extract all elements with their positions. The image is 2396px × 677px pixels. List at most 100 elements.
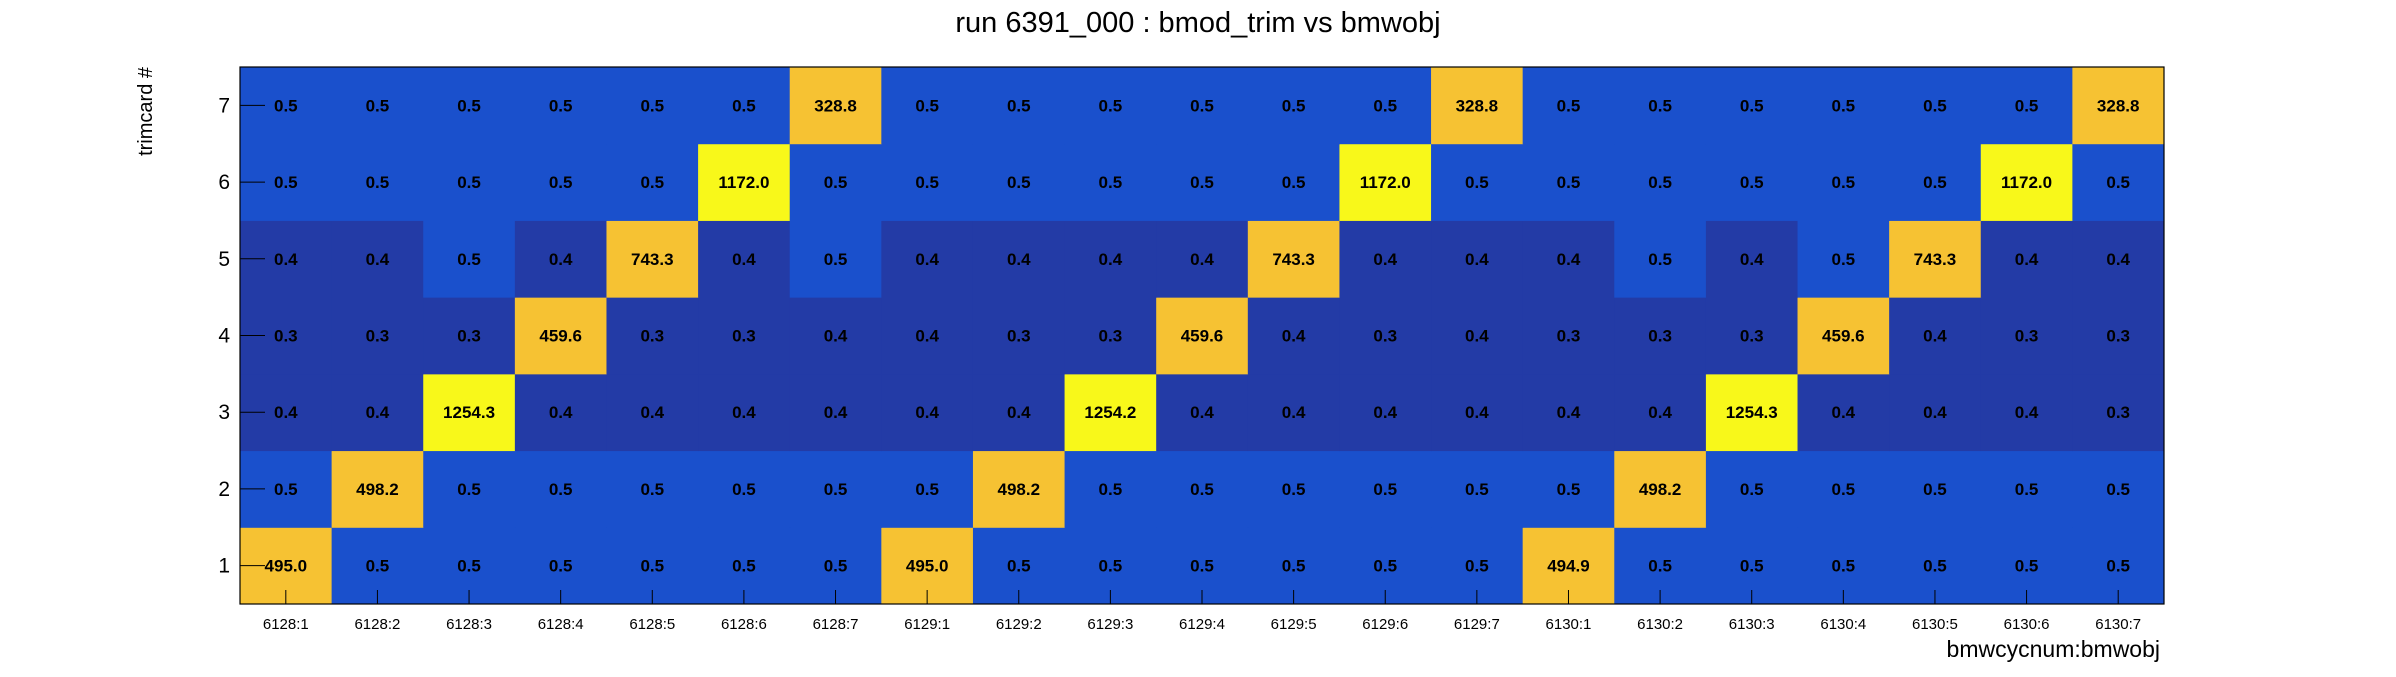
cell-value-label: 0.5 bbox=[915, 96, 939, 115]
cell-value-label: 0.5 bbox=[549, 173, 573, 192]
cell-value-label: 0.3 bbox=[274, 327, 298, 346]
cell-value-label: 0.5 bbox=[640, 480, 664, 499]
heatmap-cell bbox=[1889, 67, 1982, 145]
chart-title: run 6391_000 : bmod_trim vs bmwobj bbox=[955, 7, 1440, 39]
heatmap-cell bbox=[698, 450, 791, 528]
heatmap-cell bbox=[1247, 373, 1340, 452]
heatmap-cell bbox=[1614, 373, 1707, 452]
cell-value-label: 0.5 bbox=[1465, 480, 1489, 499]
heatmap-cell bbox=[1889, 220, 1982, 298]
heatmap-cell bbox=[1339, 450, 1432, 528]
heatmap-cell bbox=[2072, 67, 2165, 145]
cell-value-label: 0.5 bbox=[824, 480, 848, 499]
heatmap-cell bbox=[1614, 297, 1707, 375]
heatmap-cell bbox=[789, 297, 882, 375]
heatmap-cell bbox=[1522, 220, 1615, 298]
heatmap-cell bbox=[1156, 297, 1249, 375]
heatmap-cell bbox=[789, 450, 882, 528]
cell-value-label: 0.3 bbox=[457, 327, 481, 346]
heatmap-cell bbox=[1522, 373, 1615, 452]
cell-value-label: 0.4 bbox=[1648, 403, 1672, 422]
cell-value-label: 494.9 bbox=[1547, 557, 1590, 576]
cell-value-label: 0.5 bbox=[457, 96, 481, 115]
x-tick-label: 6129:6 bbox=[1362, 616, 1408, 633]
cell-value-label: 0.5 bbox=[366, 557, 390, 576]
heatmap-cell bbox=[2072, 220, 2165, 298]
cell-value-label: 0.4 bbox=[1282, 403, 1306, 422]
cell-value-label: 0.5 bbox=[457, 173, 481, 192]
x-tick-label: 6130:1 bbox=[1546, 616, 1592, 633]
heatmap-cell bbox=[423, 67, 516, 145]
heatmap-cell bbox=[1980, 373, 2073, 452]
heatmap-cell bbox=[1980, 450, 2073, 528]
cell-value-label: 1254.3 bbox=[443, 403, 495, 422]
cell-value-label: 0.5 bbox=[1190, 557, 1214, 576]
x-tick-label: 6129:5 bbox=[1271, 616, 1317, 633]
heatmap-cell bbox=[881, 297, 974, 375]
cell-value-label: 0.5 bbox=[457, 557, 481, 576]
cell-value-label: 0.4 bbox=[824, 327, 848, 346]
cell-value-label: 0.4 bbox=[1923, 403, 1947, 422]
cell-value-label: 0.3 bbox=[732, 327, 756, 346]
cell-value-label: 495.0 bbox=[906, 557, 949, 576]
cell-value-label: 743.3 bbox=[1272, 250, 1315, 269]
cell-value-label: 0.5 bbox=[1832, 173, 1856, 192]
heatmap-cell bbox=[1980, 143, 2073, 221]
heatmap-cell bbox=[1156, 220, 1249, 298]
heatmap-cell bbox=[698, 297, 791, 375]
cell-value-label: 0.5 bbox=[1007, 557, 1031, 576]
cell-value-label: 0.4 bbox=[1190, 250, 1214, 269]
cell-value-label: 0.4 bbox=[640, 403, 664, 422]
heatmap-cell bbox=[789, 143, 882, 221]
heatmap-cell bbox=[1431, 373, 1524, 452]
x-tick-label: 6128:6 bbox=[721, 616, 767, 633]
cell-value-label: 0.4 bbox=[732, 403, 756, 422]
heatmap-cell bbox=[514, 450, 607, 528]
cell-value-label: 0.5 bbox=[1099, 173, 1123, 192]
cell-value-label: 1172.0 bbox=[718, 173, 769, 192]
cell-value-label: 0.5 bbox=[824, 250, 848, 269]
heatmap-cell bbox=[1889, 297, 1982, 375]
heatmap-cell bbox=[1156, 450, 1249, 528]
cell-value-label: 0.4 bbox=[1373, 250, 1397, 269]
heatmap-cell bbox=[881, 67, 974, 145]
cell-value-label: 0.4 bbox=[1007, 403, 1031, 422]
heatmap-cell bbox=[1705, 220, 1799, 298]
heatmap-cell bbox=[1064, 220, 1157, 298]
heatmap-cell bbox=[881, 450, 974, 528]
heatmap-cell bbox=[423, 450, 516, 528]
heatmap-cell bbox=[1705, 297, 1799, 375]
x-tick-label: 6129:2 bbox=[996, 616, 1042, 633]
heatmap-cell bbox=[1339, 67, 1432, 145]
cell-value-label: 0.5 bbox=[640, 96, 664, 115]
heatmap-cell bbox=[972, 450, 1066, 528]
x-axis: 6128:1 6128:2 6128:3 6128:4 6128:5 6128:6 6128… bbox=[263, 590, 2141, 633]
cell-value-label: 0.4 bbox=[1099, 250, 1123, 269]
heatmap-cell bbox=[1614, 450, 1707, 528]
cell-value-label: 459.6 bbox=[1181, 327, 1224, 346]
cell-value-label: 495.0 bbox=[265, 557, 308, 576]
heatmap-cell bbox=[1064, 373, 1157, 452]
y-axis-label: trimcard # bbox=[135, 66, 157, 156]
cell-value-label: 0.5 bbox=[1282, 173, 1306, 192]
heatmap-cell bbox=[1247, 450, 1340, 528]
cell-value-label: 0.3 bbox=[2106, 327, 2130, 346]
heatmap-cell bbox=[881, 143, 974, 221]
heatmap-cell bbox=[789, 373, 882, 452]
cell-value-label: 0.5 bbox=[366, 173, 390, 192]
heatmap-cell bbox=[1705, 67, 1799, 145]
heatmap-cell bbox=[331, 220, 424, 298]
cell-value-label: 0.5 bbox=[366, 96, 390, 115]
heatmap-cell bbox=[1889, 143, 1982, 221]
cell-value-label: 0.5 bbox=[1740, 557, 1764, 576]
cell-value-label: 0.5 bbox=[1648, 557, 1672, 576]
cell-value-label: 0.4 bbox=[1007, 250, 1031, 269]
heatmap-cell bbox=[606, 67, 699, 145]
heatmap-cell bbox=[606, 220, 699, 298]
heatmap-cell bbox=[972, 67, 1066, 145]
cell-value-label: 0.5 bbox=[1465, 557, 1489, 576]
heatmap-cell bbox=[1339, 143, 1432, 221]
heatmap-cell bbox=[1339, 297, 1432, 375]
heatmap-cell bbox=[698, 143, 791, 221]
cell-value-label: 0.4 bbox=[1740, 250, 1764, 269]
